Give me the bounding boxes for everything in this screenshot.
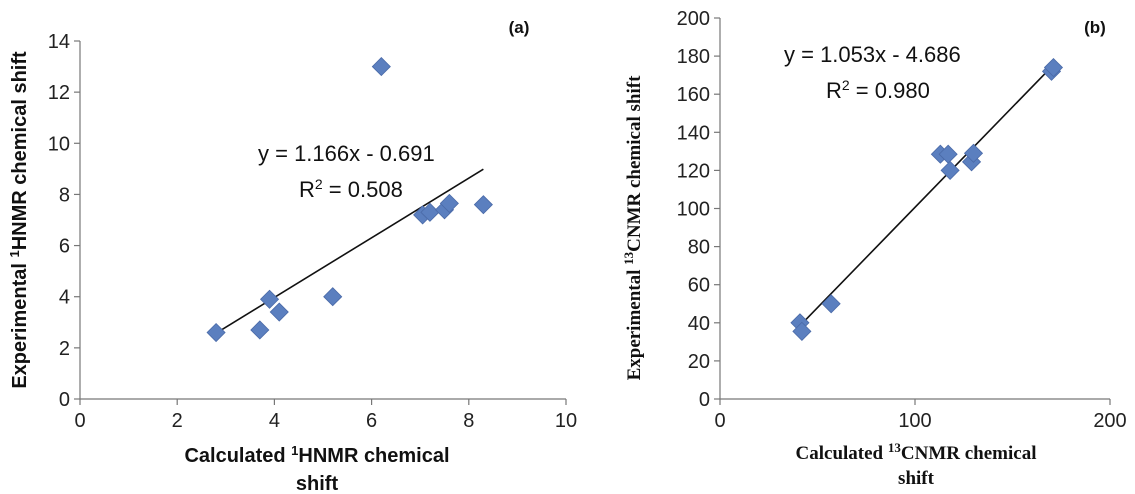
data-point	[250, 320, 270, 340]
y-tick-label: 20	[688, 351, 710, 373]
data-point	[323, 287, 343, 307]
data-point	[371, 57, 391, 77]
x-tick-label: 8	[463, 410, 474, 432]
r-squared-label: R2 = 0.980	[826, 77, 930, 103]
trendline	[799, 64, 1055, 327]
chart-panel-b: 0 20 40 60 80 100 120 140 160 180 200 0 100 200 y = 1.…	[621, 8, 1127, 489]
x-axis-title: Calculated 1HNMR chemical	[184, 443, 449, 468]
y-tick-label: 80	[688, 237, 710, 259]
data-point	[206, 322, 226, 343]
y-tick-label: 10	[48, 133, 70, 155]
y-tick-label: 60	[688, 275, 710, 297]
x-tick-label: 4	[269, 410, 280, 432]
data-point	[1043, 57, 1064, 78]
y-tick-label: 200	[677, 8, 710, 30]
y-tick-label: 120	[677, 160, 710, 182]
data-point	[963, 143, 984, 163]
trendline-equation: y = 1.166x - 0.691	[258, 141, 435, 166]
y-tick-label: 8	[59, 184, 70, 206]
y-tick-label: 0	[699, 389, 710, 411]
y-tick-label: 12	[48, 82, 70, 104]
y-axis-title: Experimental 1HNMR chemical shift	[7, 51, 32, 389]
trendline	[215, 168, 484, 334]
chart-panel-a: 0 2 4 6 8 10 12 14 0 2 4 6 8 10 y = 1.166x - 0.691 R2 =…	[7, 18, 578, 494]
x-tick-label: 10	[555, 410, 577, 432]
x-axis-title: Calculated 13CNMR chemical	[796, 440, 1037, 465]
data-point	[821, 294, 841, 314]
data-point	[439, 193, 459, 213]
x-tick-label: 6	[366, 410, 377, 432]
data-point	[473, 195, 493, 215]
x-tick-label: 100	[898, 410, 931, 432]
x-tick-label: 200	[1093, 410, 1126, 432]
y-tick-label: 4	[59, 287, 70, 309]
r-squared-label: R2 = 0.508	[299, 176, 403, 202]
x-axis-title: shift	[898, 468, 935, 489]
x-tick-label: 2	[172, 410, 183, 432]
y-tick-label: 0	[59, 389, 70, 411]
trendline-equation: y = 1.053x - 4.686	[784, 42, 961, 67]
y-tick-label: 140	[677, 122, 710, 144]
y-axis-title: Experimental 13CNMR chemical shift	[621, 75, 646, 380]
x-axis-title: shift	[296, 473, 339, 494]
x-tick-label: 0	[74, 410, 85, 432]
y-tick-label: 40	[688, 313, 710, 335]
panel-label: (b)	[1084, 18, 1106, 37]
y-tick-label: 160	[677, 84, 710, 106]
y-tick-label: 100	[677, 199, 710, 221]
data-point	[940, 160, 960, 180]
y-tick-label: 14	[48, 31, 70, 53]
y-tick-label: 2	[59, 338, 70, 360]
y-tick-label: 6	[59, 236, 70, 258]
data-point	[269, 302, 289, 322]
y-tick-label: 180	[677, 46, 710, 68]
panel-label: (a)	[509, 18, 530, 37]
data-point	[259, 289, 280, 309]
data-point	[792, 321, 812, 341]
x-tick-label: 0	[714, 410, 725, 432]
